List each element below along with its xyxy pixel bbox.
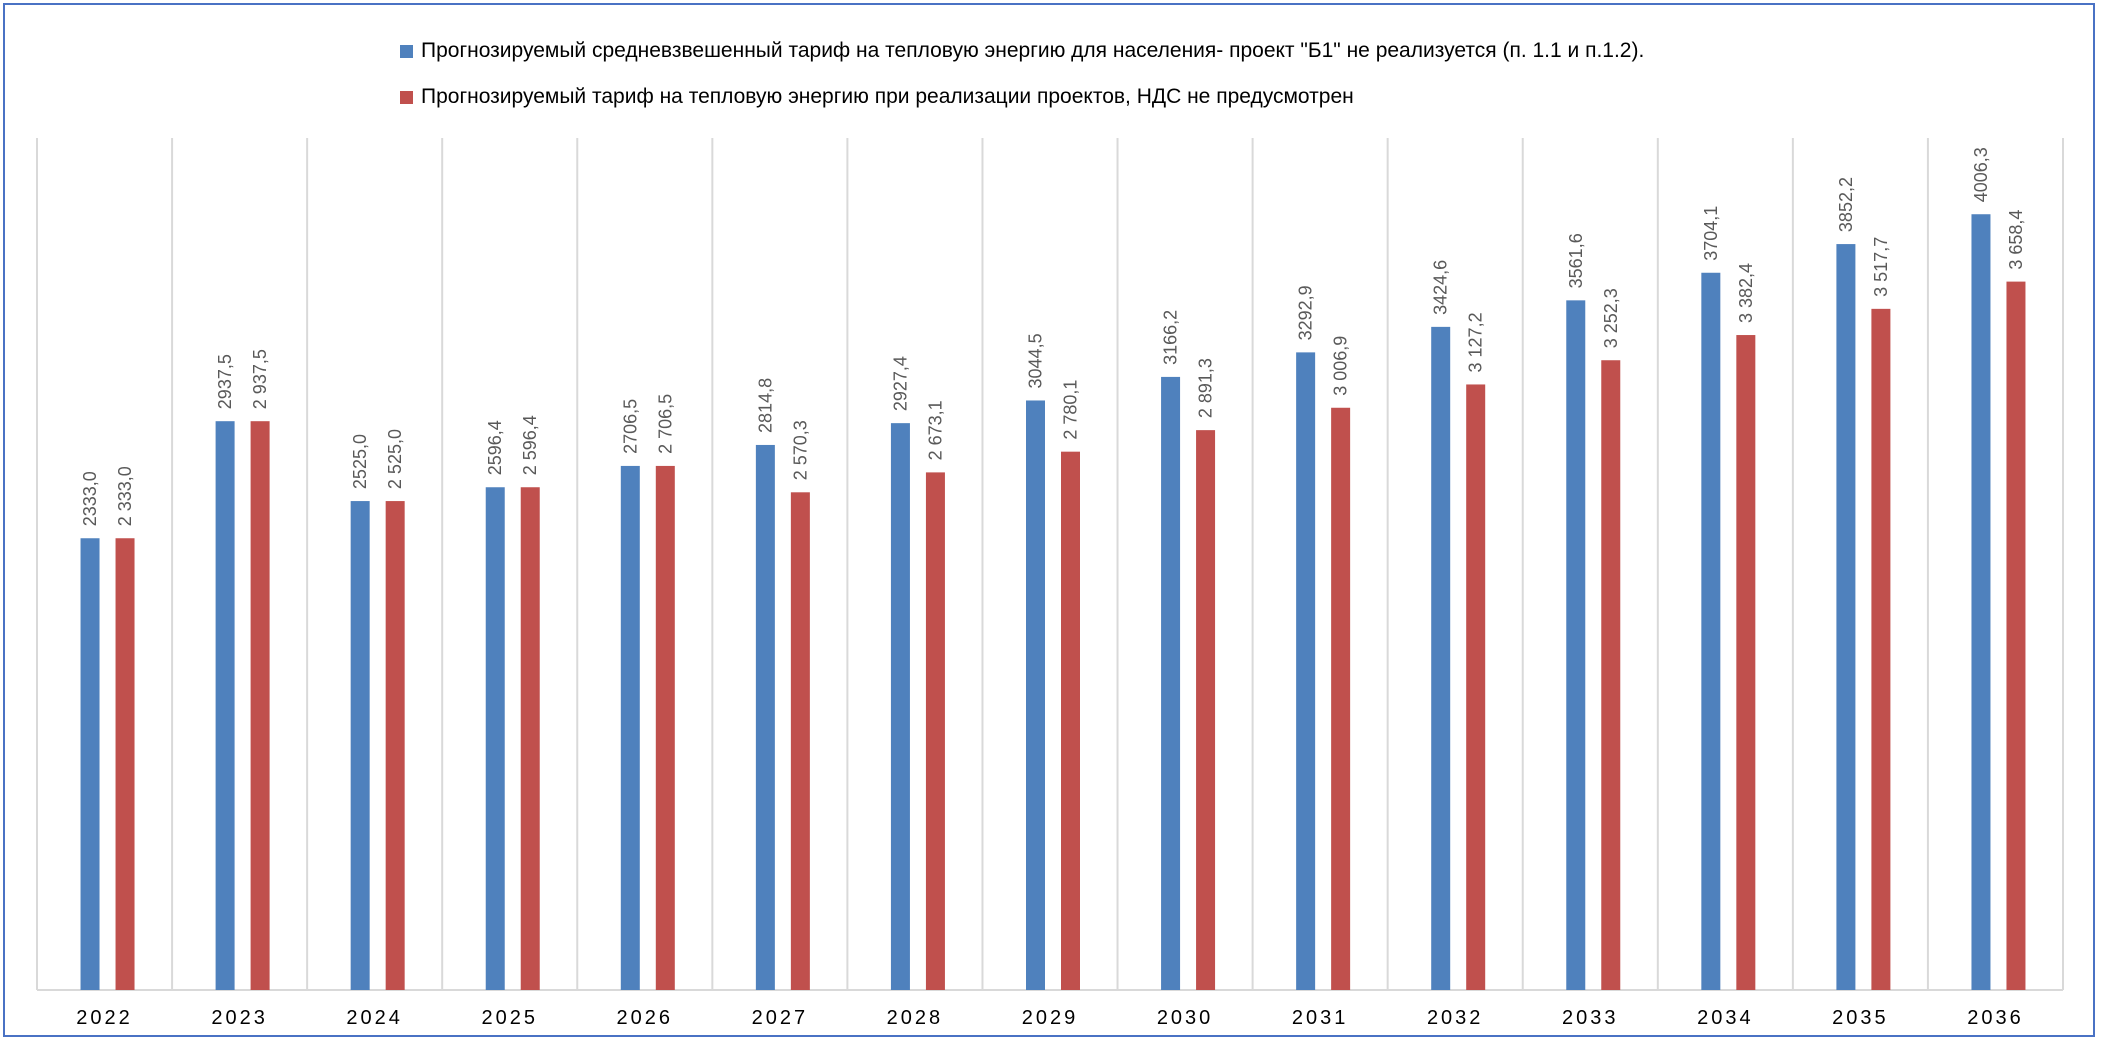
data-label-series-1: 3561,6: [1566, 233, 1586, 288]
data-label-series-2: 2 525,0: [385, 429, 405, 489]
bar-series-2: [1061, 451, 1080, 991]
data-label-series-1: 3166,2: [1161, 310, 1181, 365]
data-label-series-2: 3 006,9: [1331, 336, 1351, 396]
data-label-series-1: 3704,1: [1701, 206, 1721, 261]
bar-series-1: [620, 465, 640, 990]
data-label-series-2: 2 891,3: [1196, 358, 1216, 418]
bar-series-2: [115, 538, 135, 990]
bar-series-2: [1736, 335, 1756, 990]
bar-series-2: [790, 492, 810, 990]
data-label-series-2: 2 780,1: [1061, 380, 1081, 440]
x-tick-label: 2032: [1427, 1007, 1484, 1029]
x-tick-label: 2030: [1157, 1007, 1214, 1029]
x-tick-label: 2023: [211, 1007, 268, 1029]
bar-series-1: [80, 538, 100, 990]
bar-series-1: [1566, 300, 1586, 990]
data-label-series-2: 2 673,1: [925, 400, 945, 460]
bar-series-2: [250, 421, 270, 990]
data-label-series-1: 2706,5: [620, 399, 640, 454]
data-label-series-1: 3044,5: [1026, 333, 1046, 388]
data-label-series-1: 2596,4: [485, 420, 505, 475]
bar-series-2: [520, 487, 540, 990]
x-tick-label: 2026: [617, 1007, 674, 1029]
data-label-series-2: 2 937,5: [250, 349, 270, 409]
x-tick-label: 2028: [887, 1007, 944, 1029]
x-tick-label: 2024: [346, 1007, 403, 1029]
bar-series-2: [1871, 308, 1891, 991]
data-label-series-2: 3 252,3: [1601, 288, 1621, 348]
bar-series-1: [1971, 214, 1991, 991]
bar-series-1: [350, 501, 370, 990]
data-label-series-1: 3852,2: [1836, 177, 1856, 232]
legend-swatch-series-1: [400, 44, 413, 58]
x-tick-label: 2034: [1697, 1007, 1754, 1029]
data-label-series-1: 2814,8: [755, 378, 775, 433]
x-tick-label: 2036: [1967, 1007, 2024, 1029]
bar-series-1: [1161, 376, 1181, 990]
x-tick-label: 2025: [481, 1007, 538, 1029]
bar-series-2: [655, 465, 675, 990]
bar-series-1: [890, 423, 910, 990]
data-label-series-2: 2 570,3: [790, 420, 810, 480]
bar-series-1: [755, 444, 775, 990]
chart-legend: Прогнозируемый средневзвешенный тариф на…: [400, 28, 1644, 120]
bar-series-1: [1296, 352, 1316, 990]
data-label-series-2: 2 596,4: [520, 415, 540, 475]
legend-label-series-1: Прогнозируемый средневзвешенный тариф на…: [421, 39, 1645, 62]
data-label-series-1: 3292,9: [1296, 285, 1316, 340]
data-label-series-1: 2525,0: [350, 434, 370, 489]
bar-series-1: [1701, 272, 1721, 990]
data-label-series-2: 2 333,0: [115, 466, 135, 526]
bar-series-1: [1836, 244, 1856, 991]
data-label-series-1: 2333,0: [80, 471, 100, 526]
bar-series-1: [1431, 326, 1451, 990]
legend-label-series-2: Прогнозируемый тариф на тепловую энергию…: [421, 85, 1354, 108]
bar-series-1: [215, 421, 235, 990]
data-label-series-2: 3 382,4: [1736, 263, 1756, 323]
x-tick-label: 2033: [1562, 1007, 1619, 1029]
bar-series-2: [2006, 281, 2026, 991]
data-label-series-2: 3 658,4: [2006, 210, 2026, 270]
bar-series-2: [1601, 360, 1621, 990]
x-tick-label: 2035: [1832, 1007, 1889, 1029]
bar-series-2: [925, 472, 945, 990]
bar-series-2: [385, 501, 405, 990]
bar-series-2: [1196, 430, 1216, 991]
data-label-series-2: 2 706,5: [655, 394, 675, 454]
bar-series-1: [485, 487, 505, 990]
x-tick-label: 2022: [76, 1007, 133, 1029]
x-tick-label: 2031: [1292, 1007, 1349, 1029]
data-label-series-2: 3 517,7: [1871, 237, 1891, 297]
data-label-series-2: 3 127,2: [1466, 312, 1486, 372]
legend-swatch-series-2: [400, 90, 413, 104]
legend-item-series-1: Прогнозируемый средневзвешенный тариф на…: [400, 28, 1644, 74]
bar-series-2: [1331, 407, 1351, 990]
bar-series-1: [1026, 400, 1045, 990]
data-label-series-1: 3424,6: [1431, 260, 1451, 315]
x-tick-label: 2027: [752, 1007, 809, 1029]
data-label-series-1: 4006,3: [1971, 147, 1991, 202]
data-label-series-1: 2937,5: [215, 354, 235, 409]
data-label-series-1: 2927,4: [890, 356, 910, 411]
bar-series-2: [1466, 384, 1486, 991]
x-tick-label: 2029: [1022, 1007, 1079, 1029]
legend-item-series-2: Прогнозируемый тариф на тепловую энергию…: [400, 74, 1644, 120]
